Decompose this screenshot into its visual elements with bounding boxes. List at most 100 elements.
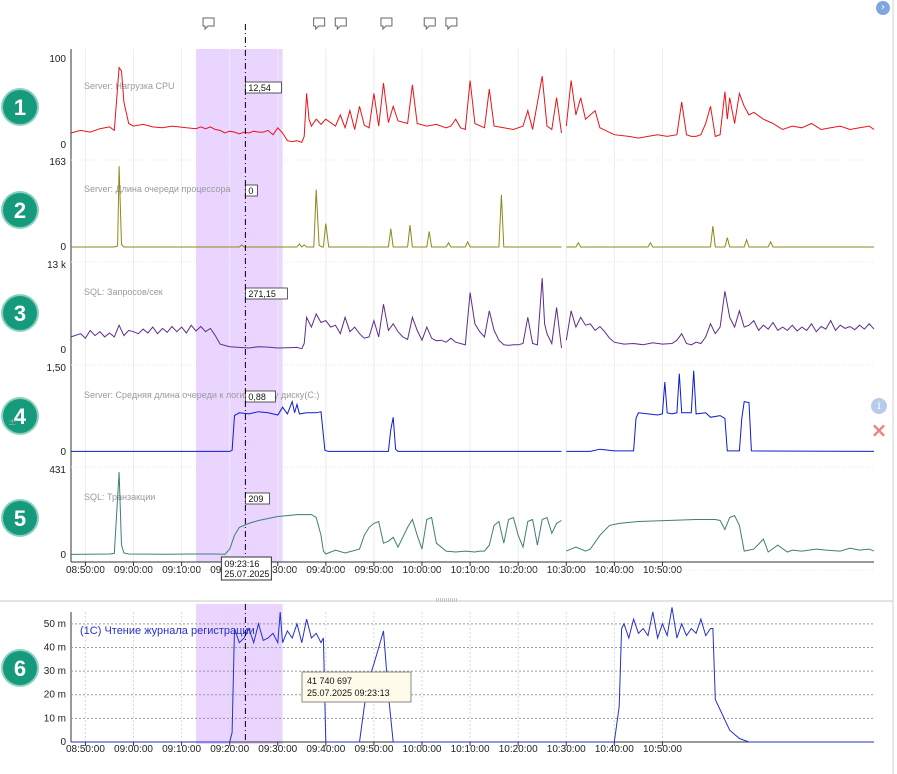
- comment-icon[interactable]: [313, 17, 326, 31]
- x-tick-label: 08:50:00: [66, 565, 105, 576]
- panel-number-badge[interactable]: 5: [1, 499, 39, 537]
- cursor-value: 271,15: [248, 289, 276, 299]
- y-tick-label: 20 m: [44, 690, 66, 701]
- series-line: [71, 399, 562, 452]
- x-tick-label: 09:10:00: [162, 565, 201, 576]
- x-tick-label: 09:10:00: [162, 744, 201, 755]
- x-tick-label: 09:50:00: [354, 744, 393, 755]
- x-tick-label: 09:20:00: [210, 744, 249, 755]
- y-tick-label: 100: [49, 54, 66, 65]
- tooltip-value: 41 740 697: [307, 676, 352, 686]
- comment-icon[interactable]: [423, 17, 436, 31]
- selection-range-top[interactable]: [196, 49, 283, 562]
- x-tick-label: 10:10:00: [451, 744, 490, 755]
- cursor-time: 09:23:16: [224, 559, 259, 569]
- badge-number: 4: [14, 404, 27, 429]
- series-label: Server: Нагрузка CPU: [84, 81, 174, 91]
- badge-circle: [3, 296, 37, 330]
- y-tick-label: 0: [60, 550, 66, 561]
- selection-range-bottom[interactable]: [196, 604, 283, 744]
- panel-number-badge[interactable]: 6: [1, 649, 39, 687]
- x-tick-label: 08:50:00: [66, 744, 105, 755]
- badge-circle: [3, 90, 37, 124]
- y-tick-label: 0: [60, 447, 66, 458]
- x-tick-label: 09:40:00: [306, 744, 345, 755]
- badge-number: 5: [14, 506, 26, 531]
- series-line: [71, 607, 874, 743]
- series-line: [70, 472, 562, 555]
- cursor-value-box: [244, 390, 276, 403]
- x-tick-label: 10:30:00: [547, 744, 586, 755]
- x-tick-label: 09:00:00: [114, 744, 153, 755]
- series-line: [566, 226, 874, 248]
- badge-circle: [3, 651, 37, 685]
- y-tick-label: 0: [60, 345, 66, 356]
- badge-number: 3: [14, 301, 26, 326]
- comment-icon-shape: [334, 17, 347, 31]
- badge-number: 1: [14, 95, 26, 120]
- cursor-value: 209: [248, 494, 263, 504]
- y-tick-label: 40 m: [44, 642, 66, 653]
- x-tick-label: 10:40:00: [595, 744, 634, 755]
- panel-number-badge[interactable]: 2: [1, 191, 39, 229]
- x-tick-label: 10:00:00: [403, 744, 442, 755]
- badge-circle: [3, 399, 37, 433]
- comment-icon-shape: [202, 17, 215, 31]
- comment-icon[interactable]: [445, 17, 458, 31]
- comment-icon-shape: [380, 17, 393, 31]
- series-label: (1С) Чтение журнала регистрации: [80, 625, 255, 637]
- tooltip-datetime: 25.07.2025 09:23:13: [307, 688, 390, 698]
- badge-number: 2: [14, 198, 26, 223]
- x-tick-label: 09:30:00: [258, 565, 297, 576]
- series-line: [565, 291, 875, 346]
- cursor-value: 0,88: [248, 392, 266, 402]
- x-tick-label: 10:20:00: [499, 744, 538, 755]
- series-line: [565, 80, 875, 139]
- tooltip-box: [301, 671, 412, 703]
- legend-toggle-icon[interactable]: ±: [8, 417, 17, 428]
- y-tick-label: 30 m: [44, 666, 66, 677]
- panel-number-badge[interactable]: 3: [1, 294, 39, 332]
- series-label: Server: Средняя длина очереди к логическ…: [84, 390, 319, 400]
- panel-number-badge[interactable]: 1: [1, 88, 39, 126]
- series-label: SQL: Запросов/сек: [84, 287, 163, 297]
- cursor-value: 0: [248, 186, 253, 196]
- y-tick-label: 50 m: [44, 619, 66, 630]
- badge-circle: [3, 193, 37, 227]
- cursor-value: 12,54: [248, 83, 271, 93]
- comment-icon[interactable]: [202, 17, 215, 31]
- series-line: [70, 66, 562, 144]
- y-tick-label: 13 k: [47, 260, 67, 271]
- comment-icon-shape: [445, 17, 458, 31]
- y-tick-label: 0: [60, 242, 66, 253]
- series-line: [566, 514, 875, 553]
- series-label: Server: Длина очереди процессора: [84, 184, 231, 194]
- comment-icon[interactable]: [380, 17, 393, 31]
- info-icon[interactable]: i: [871, 398, 887, 414]
- badge-number: 6: [14, 656, 26, 681]
- x-tick-label: 09:00:00: [114, 565, 153, 576]
- cursor-value-box: [244, 492, 270, 505]
- cursor-time-box: [220, 556, 272, 581]
- nav-arrow-icon[interactable]: ›: [876, 1, 890, 15]
- panel-number-badge[interactable]: 4: [1, 397, 39, 435]
- comment-icon-shape: [423, 17, 436, 31]
- x-tick-label: 10:50:00: [643, 744, 682, 755]
- y-tick-label: 1,50: [47, 363, 67, 374]
- y-tick-label: 0: [60, 140, 66, 151]
- y-tick-label: 163: [49, 157, 66, 168]
- y-tick-label: 10 m: [44, 713, 66, 724]
- x-tick-label: 09:30:00: [258, 744, 297, 755]
- series-line: [70, 278, 562, 350]
- comment-icon-shape: [313, 17, 326, 31]
- comment-icon[interactable]: [334, 17, 347, 31]
- y-tick-label: 431: [49, 465, 66, 476]
- series-line: [566, 370, 875, 452]
- cursor-date: 25.07.2025: [224, 569, 269, 579]
- y-tick-label: 0: [60, 737, 66, 748]
- badge-circle: [3, 501, 37, 535]
- cursor-value-box: [244, 184, 258, 197]
- close-icon[interactable]: ×: [870, 418, 888, 442]
- series-line: [71, 166, 562, 248]
